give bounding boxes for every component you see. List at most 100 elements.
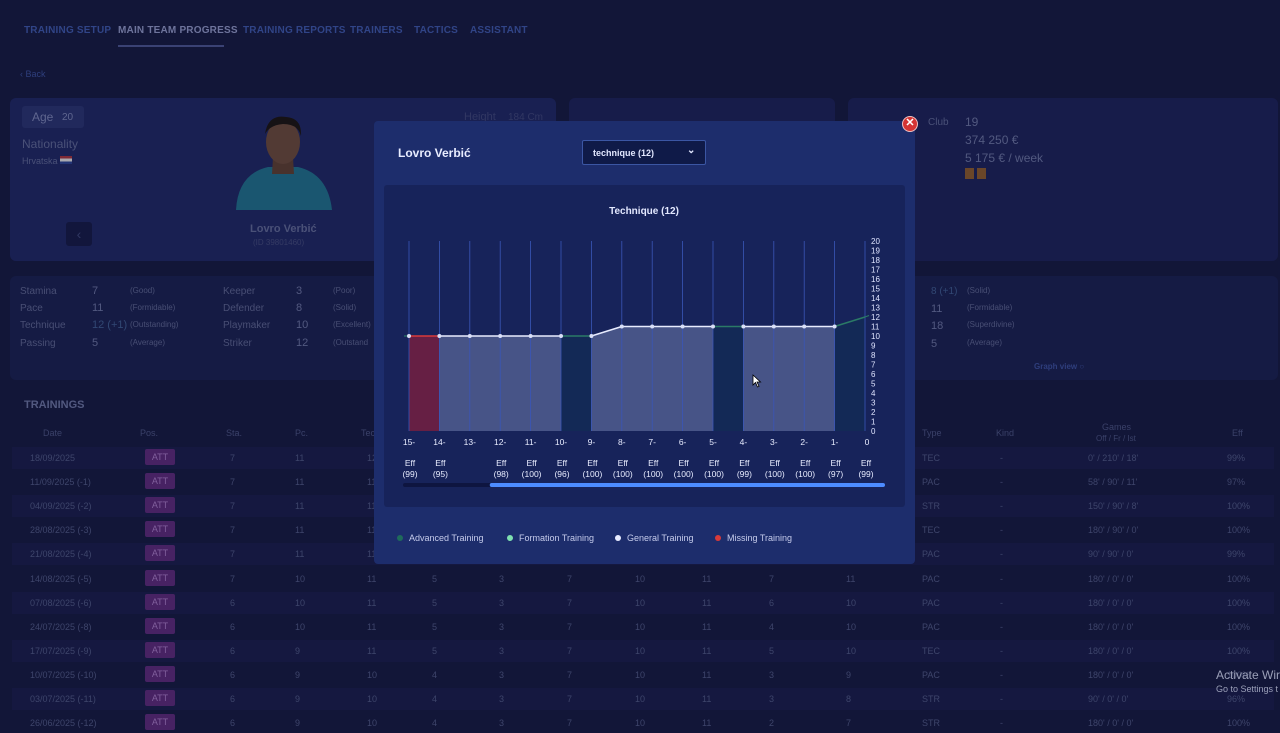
legend-dot [507, 534, 513, 541]
stat-row: Pace 11 (Formidable) [20, 302, 176, 314]
row-value: 5 [432, 621, 438, 632]
eff-label: Eff [526, 458, 537, 468]
attribute-dropdown[interactable]: technique (12) ⌄ [582, 140, 706, 165]
table-row[interactable]: 14/08/2025 (-5) ATT 7 10 11 5 3 7 10 11 7 11 PAC - 180… [12, 568, 1274, 590]
row-value: 4 [769, 621, 775, 632]
row-kind: - [1000, 694, 1003, 704]
scrollbar-thumb[interactable] [489, 483, 885, 487]
row-date: 28/08/2025 (-3) [30, 525, 92, 536]
row-value: 8 [846, 694, 852, 704]
series-line [834, 316, 866, 328]
row-kind: - [1000, 573, 1003, 584]
eff-label: (100) [613, 469, 633, 479]
position-badge: ATT [145, 497, 175, 514]
data-point [741, 324, 746, 329]
back-link[interactable]: ‹ Back [20, 69, 46, 79]
table-row[interactable]: 10/07/2025 (-10) ATT 6 9 10 4 3 7 10 11 3 9 PAC - 180'… [12, 664, 1274, 686]
row-date: 21/08/2025 (-4) [30, 549, 92, 560]
row-sta: 6 [230, 597, 236, 608]
row-tec: 11 [367, 549, 377, 560]
data-point [711, 324, 715, 329]
eff-label: Eff [405, 458, 416, 468]
legend-dot [397, 534, 403, 541]
club-value: 19 [965, 115, 979, 129]
x-tick-label: 1- [831, 437, 839, 447]
tab-training-reports[interactable]: TRAINING REPORTS [243, 25, 346, 36]
row-kind: - [1000, 453, 1003, 463]
row-value: 7 [846, 718, 852, 729]
table-row[interactable]: 26/06/2025 (-12) ATT 6 9 10 4 3 7 10 11 2 7 STR - 180'… [12, 712, 1274, 733]
table-row[interactable]: 28/08/2025 (-3) ATT 7 11 11 TEC - 180' / 90' / … [12, 519, 1274, 541]
col-header-type: Type [922, 428, 942, 438]
table-row[interactable]: 17/07/2025 (-9) ATT 6 9 11 5 3 7 10 11 5 10 TEC - 180'… [12, 639, 1274, 662]
row-eff: 100% [1227, 645, 1251, 656]
row-date: 26/06/2025 (-12) [30, 718, 97, 729]
tab-main-team-progress[interactable]: MAIN TEAM PROGRESS [118, 25, 238, 36]
x-tick-label: 4- [740, 437, 748, 447]
row-value: 5 [432, 645, 438, 656]
row-value: 7 [567, 718, 573, 729]
row-value: 5 [769, 645, 775, 656]
position-badge: ATT [145, 641, 175, 658]
y-tick-label: 5 [871, 380, 876, 389]
y-tick-label: 10 [871, 332, 880, 341]
position-badge: ATT [145, 665, 175, 682]
row-games: 90' / 0' / 0' [1088, 694, 1129, 704]
prev-player-button[interactable]: ‹ [66, 222, 92, 246]
row-pc: 9 [295, 645, 301, 656]
position-badge: ATT [145, 617, 175, 634]
row-value: 3 [499, 573, 505, 584]
position-badge: ATT [145, 714, 175, 731]
graph-view-link[interactable]: Graph view ○ [1034, 362, 1085, 371]
data-point [559, 334, 563, 338]
close-icon[interactable]: ✕ [902, 116, 918, 132]
row-value: 3 [499, 718, 505, 729]
row-value: 11 [702, 645, 712, 656]
row-value: 5 [432, 573, 438, 584]
row-pc: 11 [295, 549, 305, 560]
table-row[interactable]: 11/09/2025 (-1) ATT 7 11 11 PAC - 58' / 90' / 1… [12, 471, 1274, 493]
eff-label: (99) [737, 469, 752, 479]
row-value: 10 [846, 621, 857, 632]
row-value: 3 [769, 669, 775, 680]
y-tick-label: 0 [871, 427, 876, 436]
row-value: 7 [567, 597, 573, 608]
row-value: 11 [846, 573, 856, 584]
y-tick-label: 20 [871, 237, 880, 246]
height-value: 184 Cm [508, 112, 544, 123]
trainings-title: TRAININGS [24, 399, 85, 411]
y-tick-label: 12 [871, 313, 880, 322]
age-label: Age [32, 110, 54, 124]
row-kind: - [1000, 525, 1003, 536]
medal-icon [977, 168, 986, 179]
table-row[interactable]: 03/07/2025 (-11) ATT 6 9 10 4 3 7 10 11 3 8 STR - 90' … [12, 688, 1274, 710]
row-value: 10 [846, 645, 857, 656]
eff-label: (100) [765, 469, 785, 479]
x-tick-label: 12- [494, 437, 506, 447]
x-tick-label: 11- [525, 437, 537, 447]
row-tec: 10 [367, 718, 378, 729]
row-value: 10 [635, 597, 646, 608]
row-eff: 96% [1227, 694, 1246, 704]
table-row[interactable]: 07/08/2025 (-6) ATT 6 10 11 5 3 7 10 11 6 10 PAC - 180… [12, 591, 1274, 614]
row-value: 11 [702, 621, 712, 632]
tab-trainers[interactable]: TRAINERS [350, 25, 403, 36]
row-value: 3 [499, 621, 505, 632]
club-card: Club 19 374 250 € 5 175 € / week [848, 98, 1278, 261]
row-date: 18/09/2025 [30, 453, 76, 463]
row-value: 7 [567, 573, 573, 584]
technique-chart: Technique (12) 0123456789101112131415161… [402, 206, 885, 487]
tab-training-setup[interactable]: TRAINING SETUP [24, 25, 112, 36]
row-date: 10/07/2025 (-10) [30, 669, 97, 680]
player-id: (ID 39801460) [253, 238, 305, 247]
player-name: Lovro Verbić [250, 223, 317, 235]
data-point [528, 334, 533, 338]
chart-title: Technique (12) [609, 206, 679, 217]
tab-assistant[interactable]: ASSISTANT [470, 25, 528, 36]
row-pc: 10 [295, 597, 306, 608]
tab-tactics[interactable]: TACTICS [414, 25, 458, 36]
table-row[interactable]: 24/07/2025 (-8) ATT 6 10 11 5 3 7 10 11 4 10 PAC - 180… [12, 616, 1274, 638]
row-games: 180' / 0' / 0' [1088, 597, 1134, 608]
row-games: 180' / 0' / 0' [1088, 669, 1134, 680]
eff-label: (100) [522, 469, 542, 479]
